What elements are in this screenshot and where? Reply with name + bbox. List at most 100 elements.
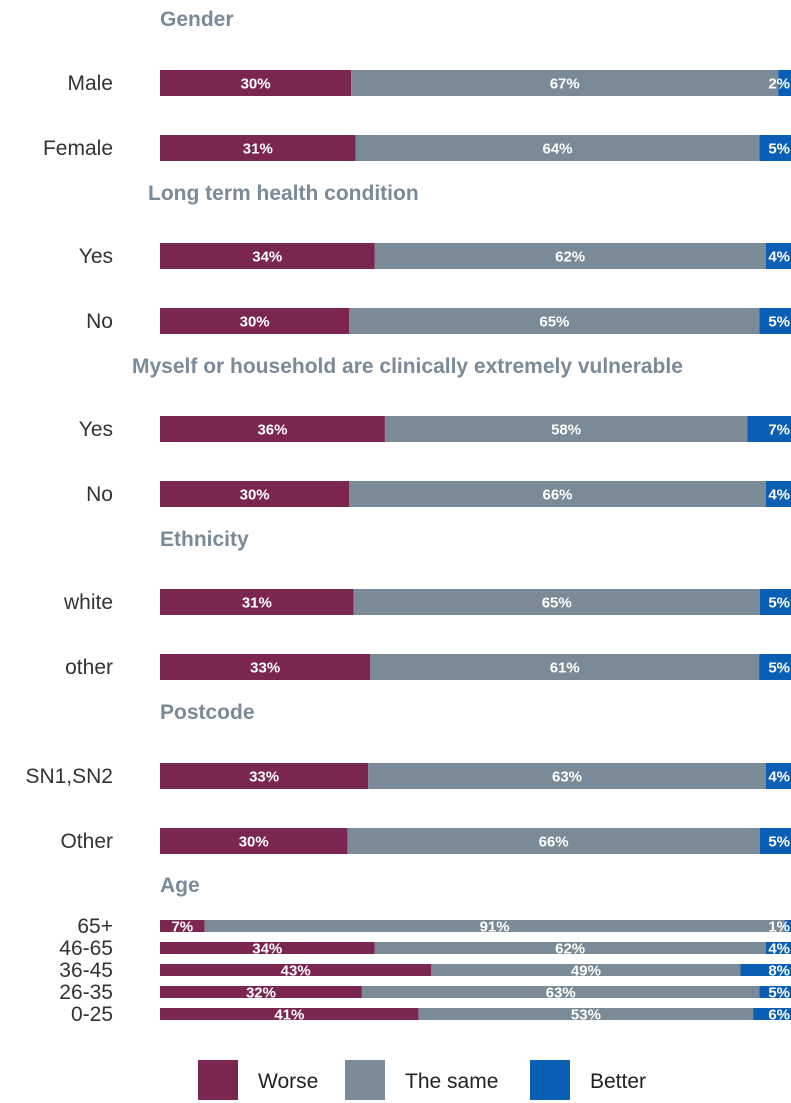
bar-segment-worse <box>160 135 356 161</box>
data-label: 63% <box>546 984 576 1001</box>
bar-segment-the-same <box>361 986 760 998</box>
data-label: 43% <box>281 962 311 979</box>
bar-segment-the-same <box>418 1008 754 1020</box>
data-label: 66% <box>543 486 573 503</box>
data-label: 7% <box>171 918 193 935</box>
bar-segment-better <box>784 920 791 932</box>
data-label: 31% <box>243 140 273 157</box>
legend-label: Worse <box>258 1070 318 1093</box>
bar-segment-the-same <box>374 942 766 954</box>
bar-segment-the-same <box>374 243 766 269</box>
bar-segment-better <box>778 70 791 96</box>
category-label: No <box>86 310 113 333</box>
data-label: 7% <box>768 421 790 438</box>
category-label: Female <box>43 137 113 160</box>
bar-segment-better <box>765 243 791 269</box>
bar-segment-the-same <box>349 308 760 334</box>
category-label: Other <box>60 830 113 853</box>
bar-segment-the-same <box>349 481 766 507</box>
data-label: 91% <box>480 918 510 935</box>
bar-segment-better <box>765 942 791 954</box>
data-label: 30% <box>240 486 270 503</box>
bar-segment-worse <box>160 70 352 96</box>
category-label: white <box>63 591 113 614</box>
data-label: 63% <box>552 768 582 785</box>
data-label: 66% <box>539 833 569 850</box>
bar-segment-better <box>759 135 791 161</box>
bar-segment-better <box>765 763 791 789</box>
data-label: 1% <box>768 918 790 935</box>
category-label: 46-65 <box>59 937 113 960</box>
category-label: Yes <box>79 245 113 268</box>
data-label: 62% <box>555 248 585 265</box>
bar-segment-worse <box>160 964 432 976</box>
bar-segment-better <box>747 416 791 442</box>
category-label: 0-25 <box>71 1003 113 1026</box>
bar-segment-worse <box>160 654 371 680</box>
data-label: 33% <box>249 768 279 785</box>
data-label: 30% <box>240 313 270 330</box>
legend-swatch <box>530 1060 570 1100</box>
bar-segment-the-same <box>353 589 760 615</box>
data-label: 33% <box>250 659 280 676</box>
bar-segment-the-same <box>347 828 760 854</box>
data-label: 5% <box>768 594 790 611</box>
data-label: 65% <box>542 594 572 611</box>
data-label: 5% <box>768 659 790 676</box>
category-label: Yes <box>79 418 113 441</box>
data-label: 4% <box>768 486 790 503</box>
bar-segment-worse <box>160 920 205 932</box>
bar-segment-worse <box>160 481 350 507</box>
category-label: SN1,SN2 <box>25 765 113 788</box>
bar-segment-better <box>759 986 791 998</box>
data-label: 31% <box>242 594 272 611</box>
data-label: 67% <box>550 75 580 92</box>
bar-segment-better <box>753 1008 791 1020</box>
data-label: 4% <box>768 248 790 265</box>
data-label: 6% <box>768 1006 790 1023</box>
data-label: 4% <box>768 940 790 957</box>
data-label: 34% <box>252 248 282 265</box>
data-label: 5% <box>768 984 790 1001</box>
data-label: 41% <box>274 1006 304 1023</box>
data-label: 2% <box>768 75 790 92</box>
bar-segment-worse <box>160 308 350 334</box>
legend-swatch <box>198 1060 238 1100</box>
category-label: No <box>86 483 113 506</box>
bar-segment-the-same <box>370 654 760 680</box>
category-label: 65+ <box>77 915 113 938</box>
data-label: 5% <box>768 140 790 157</box>
bar-segment-the-same <box>351 70 779 96</box>
data-label: 61% <box>550 659 580 676</box>
legend-swatch <box>345 1060 385 1100</box>
bar-segment-worse <box>160 589 354 615</box>
group-title-5: Age <box>160 874 200 897</box>
bar-segment-worse <box>160 986 362 998</box>
category-label: 26-35 <box>59 981 113 1004</box>
data-label: 32% <box>246 984 276 1001</box>
bar-segment-better <box>759 589 791 615</box>
data-label: 58% <box>551 421 581 438</box>
bar-segment-better <box>740 964 791 976</box>
legend-label: Better <box>590 1070 646 1093</box>
bar-segment-worse <box>160 828 348 854</box>
group-title-0: Gender <box>160 8 234 31</box>
bar-segment-worse <box>160 243 375 269</box>
data-label: 49% <box>571 962 601 979</box>
data-label: 4% <box>768 768 790 785</box>
bar-segment-worse <box>160 416 385 442</box>
bar-segment-the-same <box>431 964 741 976</box>
data-label: 65% <box>539 313 569 330</box>
bar-segment-the-same <box>384 416 748 442</box>
category-label: 36-45 <box>59 959 113 982</box>
data-label: 5% <box>768 833 790 850</box>
bar-segment-the-same <box>204 920 785 932</box>
data-label: 30% <box>239 833 269 850</box>
legend-label: The same <box>405 1070 498 1093</box>
bar-segment-the-same <box>355 135 760 161</box>
data-label: 5% <box>768 313 790 330</box>
group-title-4: Postcode <box>160 701 255 724</box>
bar-segment-worse <box>160 763 369 789</box>
data-label: 30% <box>241 75 271 92</box>
